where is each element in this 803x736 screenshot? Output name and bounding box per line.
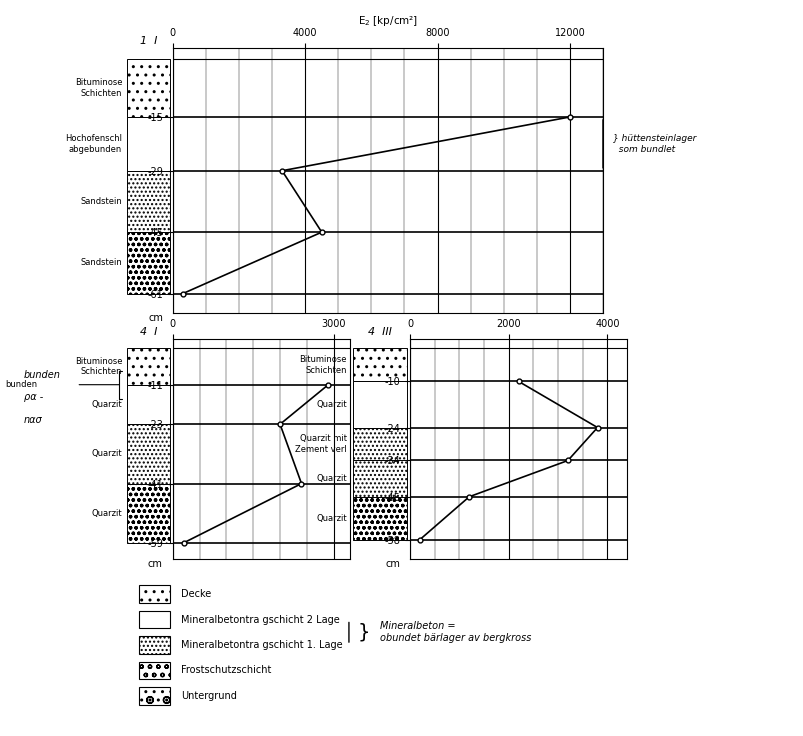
Text: Hochofenschl
abgebunden: Hochofenschl abgebunden	[65, 134, 122, 154]
Bar	[139, 687, 169, 705]
Text: Untergrund: Untergrund	[181, 691, 236, 701]
Bar	[127, 424, 170, 484]
Bar	[127, 385, 170, 424]
Bar	[139, 662, 169, 679]
Bar	[127, 484, 170, 543]
Bar	[139, 662, 169, 679]
Text: 4  III: 4 III	[368, 327, 391, 337]
Bar	[353, 381, 406, 428]
Bar	[139, 585, 169, 603]
Bar	[353, 497, 406, 539]
Bar	[353, 461, 406, 497]
Text: }: }	[357, 623, 370, 642]
Bar	[127, 60, 170, 117]
Text: cm: cm	[149, 313, 164, 323]
Text: Quarzit: Quarzit	[92, 450, 122, 459]
Text: 4  I: 4 I	[140, 327, 157, 337]
Text: Bituminose
Schichten: Bituminose Schichten	[299, 355, 346, 375]
Text: Quarzit: Quarzit	[316, 514, 346, 523]
Text: bunden: bunden	[24, 370, 61, 381]
Bar	[353, 428, 406, 461]
Text: cm: cm	[147, 559, 162, 570]
X-axis label: E$_2$ [kp/cm²]: E$_2$ [kp/cm²]	[357, 14, 418, 28]
Text: 1  I: 1 I	[140, 36, 157, 46]
Bar	[353, 348, 406, 381]
Text: ρα -: ρα -	[24, 392, 43, 403]
Text: Sandstein: Sandstein	[80, 258, 122, 267]
Text: Frostschutzschicht: Frostschutzschicht	[181, 665, 271, 676]
Text: Sandstein: Sandstein	[80, 197, 122, 206]
Text: Mineralbeton =
obundet bärlager av bergkross: Mineralbeton = obundet bärlager av bergk…	[380, 621, 531, 643]
Text: bunden: bunden	[6, 381, 38, 389]
Text: Bituminose
Schichten: Bituminose Schichten	[75, 357, 122, 376]
Bar	[127, 117, 170, 171]
Bar	[139, 636, 169, 654]
Text: } hüttensteinlager
  som bundlet: } hüttensteinlager som bundlet	[612, 134, 695, 154]
Bar	[139, 687, 169, 705]
Bar	[127, 232, 170, 294]
Bar	[127, 348, 170, 385]
Bar	[139, 636, 169, 654]
Text: Quarzit: Quarzit	[92, 509, 122, 517]
Text: nασ: nασ	[24, 414, 43, 425]
Bar	[139, 585, 169, 603]
Text: Quarzit: Quarzit	[316, 474, 346, 483]
Text: Quarzit: Quarzit	[316, 400, 346, 409]
Text: Mineralbetontra gschicht 1. Lage: Mineralbetontra gschicht 1. Lage	[181, 640, 342, 650]
Text: Quarzit: Quarzit	[92, 400, 122, 409]
Text: Decke: Decke	[181, 589, 211, 599]
Text: cm: cm	[385, 559, 400, 570]
Text: Mineralbetontra gschicht 2 Lage: Mineralbetontra gschicht 2 Lage	[181, 615, 339, 625]
Text: Bituminose
Schichten: Bituminose Schichten	[75, 79, 122, 98]
Bar	[139, 611, 169, 629]
Text: Quarzit mit
Zement verl: Quarzit mit Zement verl	[295, 434, 346, 453]
Bar	[127, 171, 170, 232]
